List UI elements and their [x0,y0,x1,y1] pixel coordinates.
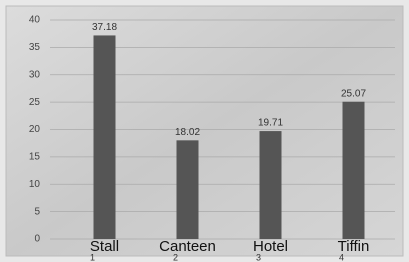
chart: 051015202530354037.18Stall118.02Canteen2… [0,0,409,262]
y-tick-label: 10 [29,179,41,190]
x-index-label: 2 [173,252,178,262]
value-label: 19.71 [258,118,283,129]
y-tick-label: 30 [29,69,41,80]
y-tick-label: 35 [29,42,41,53]
bar [260,131,282,239]
y-tick-label: 5 [34,206,40,217]
x-index-label: 3 [256,252,261,262]
bar [343,102,365,239]
value-label: 18.02 [175,127,200,138]
bar [177,140,199,239]
y-tick-label: 25 [29,97,41,108]
bar [94,35,116,239]
value-label: 25.07 [341,88,366,99]
y-tick-label: 40 [29,15,41,26]
y-tick-label: 0 [34,234,40,245]
value-label: 37.18 [92,22,117,33]
x-tick-label: Canteen [159,238,216,255]
y-tick-label: 20 [29,124,41,135]
x-index-label: 1 [90,252,95,262]
x-index-label: 4 [339,252,344,262]
y-tick-label: 15 [29,152,41,163]
